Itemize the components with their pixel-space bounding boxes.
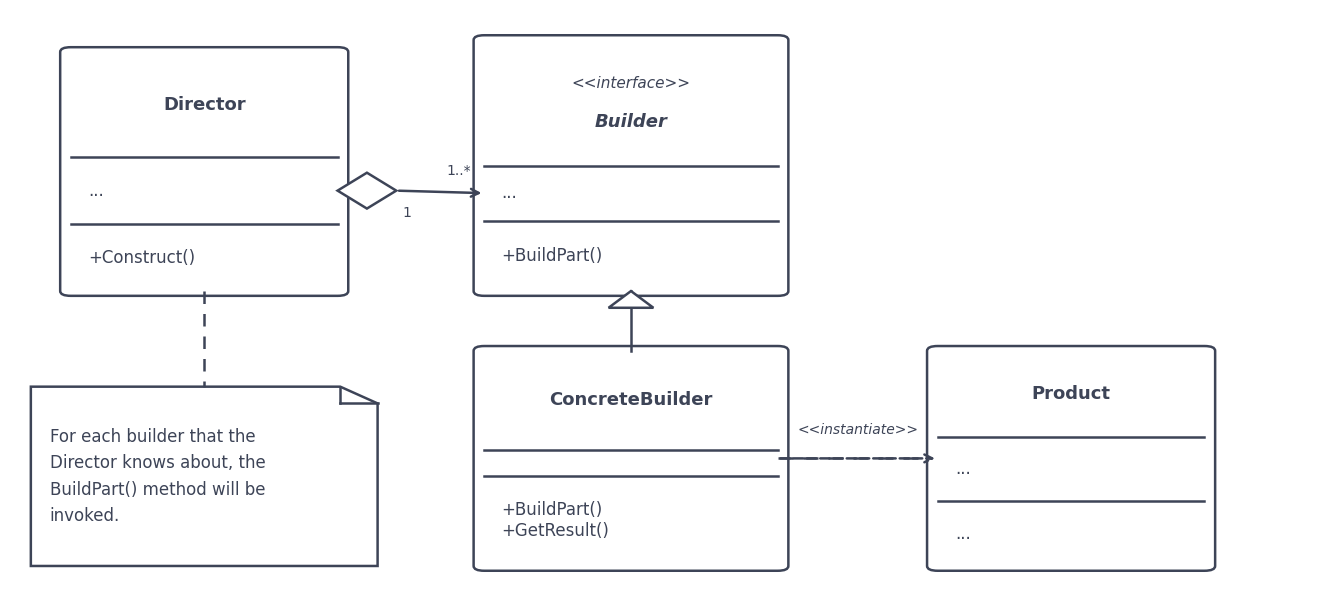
Text: 1..*: 1..* [447, 164, 471, 178]
FancyBboxPatch shape [474, 346, 788, 571]
Polygon shape [338, 173, 396, 208]
Polygon shape [608, 291, 654, 308]
Text: ...: ... [502, 184, 518, 202]
Text: 1: 1 [403, 205, 412, 219]
Text: For each builder that the
Director knows about, the
BuildPart() method will be
i: For each builder that the Director knows… [50, 428, 266, 525]
Text: Builder: Builder [595, 113, 667, 131]
Text: Product: Product [1032, 385, 1111, 403]
Text: ...: ... [89, 182, 103, 199]
Text: ...: ... [956, 460, 970, 478]
Text: +Construct(): +Construct() [89, 248, 196, 267]
FancyBboxPatch shape [60, 47, 349, 296]
Text: +BuildPart(): +BuildPart() [502, 247, 603, 265]
Text: <<interface>>: <<interface>> [572, 76, 691, 92]
FancyBboxPatch shape [927, 346, 1215, 571]
Text: ...: ... [956, 525, 970, 543]
Text: ConcreteBuilder: ConcreteBuilder [549, 391, 713, 409]
Text: +BuildPart()
+GetResult(): +BuildPart() +GetResult() [502, 501, 609, 540]
Polygon shape [31, 387, 377, 566]
FancyBboxPatch shape [474, 35, 788, 296]
Text: Director: Director [162, 96, 246, 113]
Text: <<instantiate>>: <<instantiate>> [797, 424, 918, 438]
